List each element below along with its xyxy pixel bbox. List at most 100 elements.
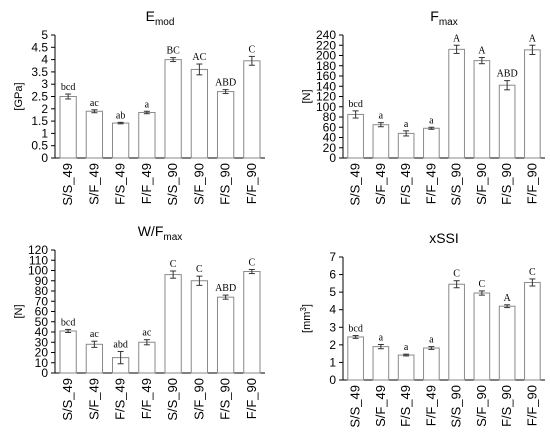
category-label: F/S_90 bbox=[499, 163, 514, 205]
significance-label: ab bbox=[116, 110, 125, 121]
y-tick-label: 0 bbox=[329, 151, 336, 165]
y-tick-label: 120 bbox=[316, 90, 336, 104]
y-tick-label: 110 bbox=[29, 253, 48, 267]
y-tick-label: 60 bbox=[35, 305, 49, 319]
category-label: S/F_90 bbox=[191, 378, 206, 420]
significance-label: a bbox=[404, 119, 409, 130]
significance-label: ABD bbox=[497, 69, 518, 80]
chart-title: W/Fmax bbox=[138, 223, 183, 243]
category-label: F/F_90 bbox=[524, 385, 539, 426]
bar bbox=[473, 60, 491, 159]
category-label: F/S_90 bbox=[499, 385, 514, 427]
y-tick-label: 3 bbox=[41, 77, 48, 91]
category-label: S/S_90 bbox=[165, 163, 180, 206]
category-label: S/S_49 bbox=[60, 378, 75, 421]
y-tick-label: 20 bbox=[35, 346, 49, 360]
significance-label: a bbox=[379, 111, 384, 122]
bar bbox=[164, 274, 182, 374]
y-tick-label: 240 bbox=[316, 28, 336, 42]
y-tick-label: 1 bbox=[329, 355, 336, 369]
category-label: S/S_90 bbox=[449, 385, 464, 428]
chart-title: Fmax bbox=[430, 8, 457, 28]
y-tick-label: 50 bbox=[35, 315, 49, 329]
y-tick-label: 0 bbox=[41, 151, 48, 165]
bar bbox=[85, 343, 104, 374]
category-label: F/F_49 bbox=[139, 163, 154, 204]
bar bbox=[243, 271, 261, 374]
significance-label: abd bbox=[113, 339, 127, 350]
chart-title: Emod bbox=[146, 8, 175, 28]
bar bbox=[524, 281, 541, 381]
y-axis-label: [mm3] bbox=[299, 304, 313, 333]
significance-label: A bbox=[529, 33, 537, 44]
category-label: F/F_49 bbox=[423, 163, 438, 204]
bar bbox=[216, 91, 235, 159]
category-label: F/F_90 bbox=[524, 163, 539, 204]
category-label: F/F_90 bbox=[244, 378, 259, 419]
significance-label: A bbox=[453, 33, 461, 44]
significance-label: AC bbox=[192, 52, 206, 63]
significance-label: a bbox=[379, 333, 384, 344]
chart-3: xSSI 0 1 2 3 4 5 6 7 [mm3] bcd S/S_49 a S/F_49 a F/S_49… bbox=[299, 230, 545, 428]
y-tick-label: 40 bbox=[323, 131, 337, 145]
significance-label: ABD bbox=[215, 283, 236, 294]
bar bbox=[448, 283, 465, 381]
category-label: F/S_49 bbox=[113, 378, 128, 420]
y-tick-label: 100 bbox=[28, 264, 48, 278]
bar bbox=[498, 305, 516, 381]
significance-label: bcd bbox=[348, 99, 362, 110]
y-tick-label: 6 bbox=[329, 268, 336, 282]
y-tick-label: 0 bbox=[329, 373, 336, 387]
category-label: S/F_49 bbox=[373, 385, 388, 427]
category-label: S/F_90 bbox=[474, 385, 489, 427]
y-tick-label: 80 bbox=[35, 284, 49, 298]
significance-label: ac bbox=[90, 329, 99, 340]
category-label: S/S_49 bbox=[348, 385, 363, 428]
y-tick-label: 1.5 bbox=[31, 114, 48, 128]
y-axis-label: [N] bbox=[301, 89, 313, 103]
bar bbox=[473, 292, 491, 381]
y-tick-label: 5 bbox=[329, 285, 336, 299]
category-label: S/S_90 bbox=[165, 378, 180, 421]
bar bbox=[190, 68, 209, 159]
bar bbox=[372, 346, 390, 381]
bar bbox=[423, 127, 440, 159]
category-label: F/F_90 bbox=[244, 163, 259, 204]
significance-label: ABD bbox=[215, 78, 236, 89]
category-label: F/S_90 bbox=[218, 378, 233, 420]
bar bbox=[372, 124, 390, 159]
category-label: F/S_90 bbox=[218, 163, 233, 205]
bar bbox=[138, 341, 156, 374]
y-tick-label: 1 bbox=[41, 126, 48, 140]
category-label: S/F_49 bbox=[86, 163, 101, 205]
chart-title: xSSI bbox=[429, 230, 459, 246]
bar bbox=[498, 84, 516, 159]
bar bbox=[59, 330, 77, 374]
category-label: F/S_49 bbox=[113, 163, 128, 205]
significance-label: C bbox=[170, 259, 177, 270]
significance-label: C bbox=[479, 279, 486, 290]
category-label: S/S_49 bbox=[60, 163, 75, 206]
category-label: S/F_90 bbox=[474, 163, 489, 205]
bar bbox=[347, 336, 364, 381]
significance-label: ac bbox=[142, 328, 151, 339]
y-tick-label: 0.5 bbox=[31, 139, 48, 153]
y-tick-label: 160 bbox=[316, 69, 336, 83]
bar bbox=[397, 354, 415, 381]
y-tick-label: 4 bbox=[329, 303, 336, 317]
significance-label: C bbox=[196, 264, 203, 275]
significance-label: ac bbox=[90, 98, 99, 109]
bar bbox=[448, 48, 465, 159]
category-label: F/F_49 bbox=[423, 385, 438, 426]
significance-label: bcd bbox=[61, 317, 75, 328]
category-label: S/F_90 bbox=[191, 163, 206, 205]
y-axis-label: [N] bbox=[13, 304, 25, 318]
significance-label: C bbox=[249, 44, 256, 55]
bar bbox=[164, 59, 182, 159]
y-tick-label: 2 bbox=[329, 338, 336, 352]
y-tick-label: 3.5 bbox=[31, 65, 48, 79]
y-tick-label: 4 bbox=[41, 53, 48, 67]
